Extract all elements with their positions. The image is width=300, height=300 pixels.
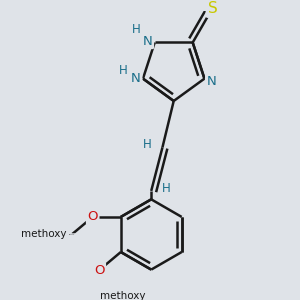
Text: N: N xyxy=(207,75,216,88)
Text: O: O xyxy=(87,210,98,224)
Text: S: S xyxy=(208,1,217,16)
Text: H: H xyxy=(132,23,141,36)
Text: H: H xyxy=(162,182,171,195)
Text: methoxy: methoxy xyxy=(21,229,67,239)
Text: N: N xyxy=(143,34,153,48)
Text: methoxy: methoxy xyxy=(71,234,77,236)
Text: H: H xyxy=(142,138,152,151)
Text: O: O xyxy=(94,264,104,277)
Text: H: H xyxy=(119,64,128,77)
Text: methoxy: methoxy xyxy=(100,291,146,300)
Text: N: N xyxy=(131,72,141,85)
Text: methoxy: methoxy xyxy=(69,233,75,235)
